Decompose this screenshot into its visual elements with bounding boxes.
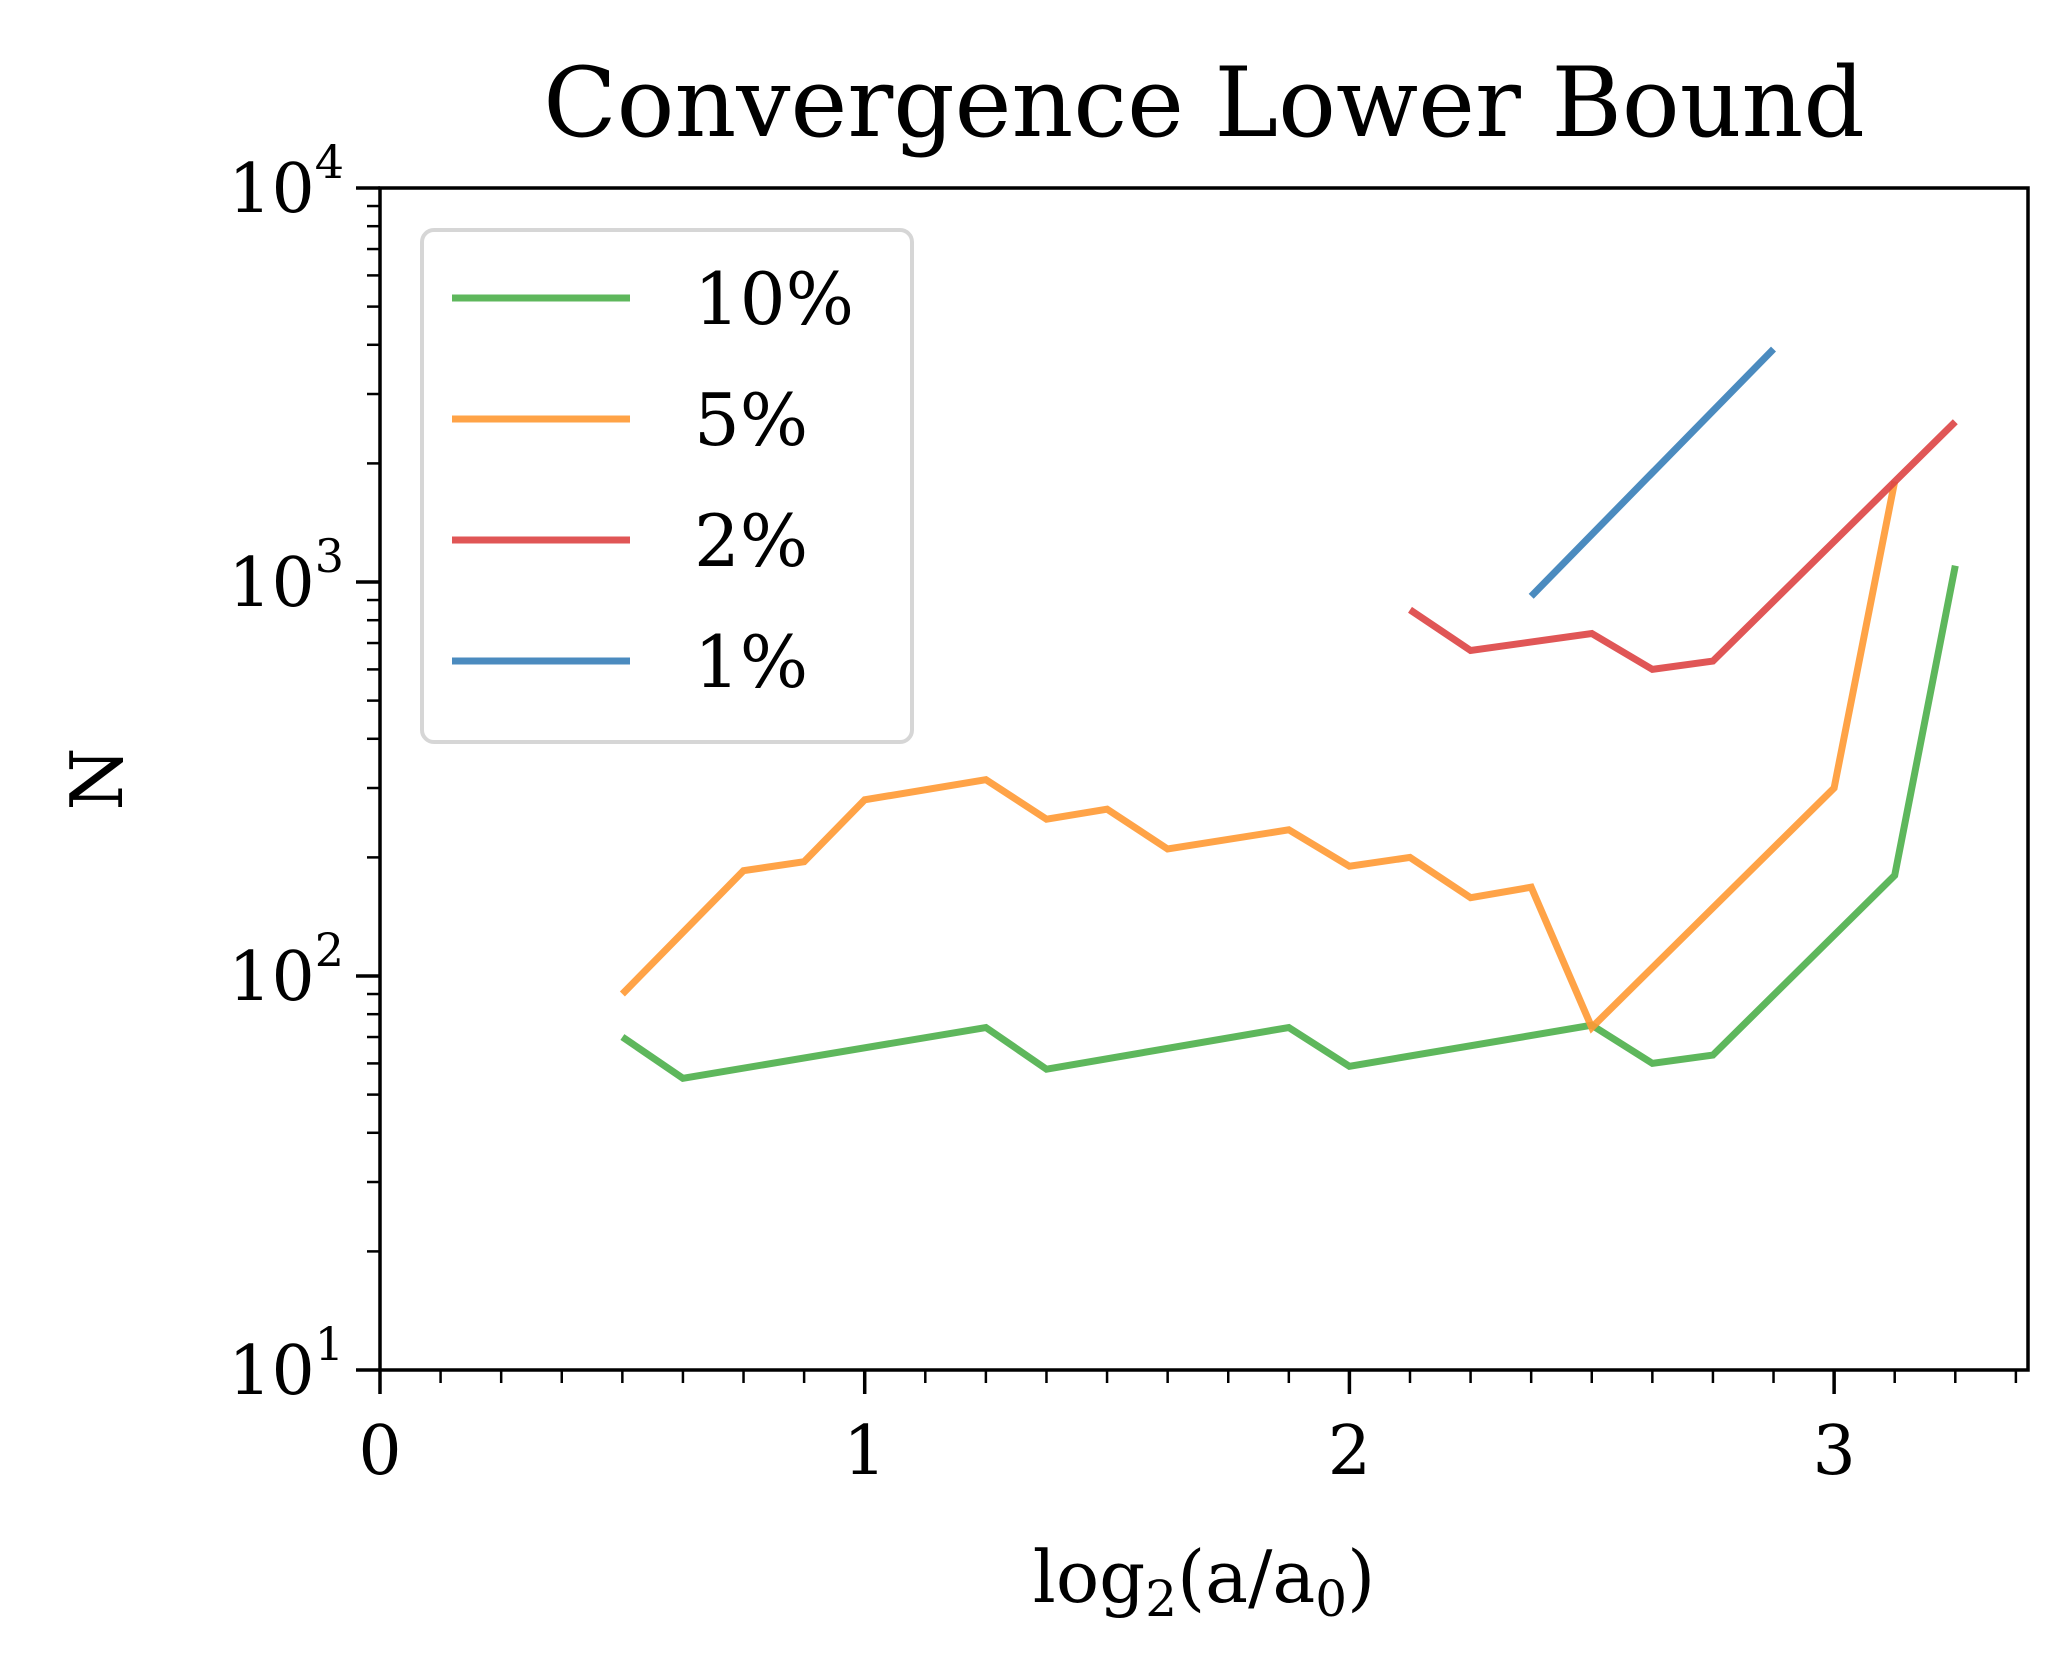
legend: 10% 5% 2% 1% — [420, 228, 914, 744]
y-tick-label: 103 — [228, 529, 344, 623]
y-axis: 101 102 103 104 — [228, 135, 380, 1411]
x-axis: 0 1 2 3 — [358, 1370, 2018, 1491]
x-axis-label-sub: 2 — [1145, 1570, 1177, 1628]
x-axis-label: log2(a/a0) — [1033, 1535, 1375, 1628]
x-axis-label-end: ) — [1347, 1535, 1375, 1619]
y-tick-label: 102 — [228, 923, 344, 1017]
x-axis-label-main: log — [1033, 1535, 1145, 1619]
x-tick-label: 0 — [358, 1412, 401, 1491]
legend-label: 10% — [694, 257, 854, 341]
y-tick-label: 101 — [228, 1317, 344, 1411]
y-tick-label: 104 — [228, 135, 344, 229]
x-axis-label-rest: (a/a — [1177, 1535, 1315, 1619]
plot-frame — [378, 186, 2030, 1372]
x-tick-label: 3 — [1812, 1412, 1855, 1491]
chart-title: Convergence Lower Bound — [543, 47, 1865, 159]
legend-box — [420, 228, 914, 744]
series-line-2pct — [1408, 419, 1958, 674]
x-tick-label: 2 — [1328, 1412, 1371, 1491]
legend-label: 2% — [694, 499, 808, 583]
legend-label: 5% — [694, 378, 808, 462]
x-axis-label-sub2: 0 — [1315, 1570, 1347, 1628]
x-tick-label: 1 — [843, 1412, 886, 1491]
plot-area — [619, 346, 1959, 1082]
legend-label: 1% — [694, 620, 808, 704]
y-axis-label: N — [55, 748, 139, 811]
series-line-1pct — [1528, 346, 1776, 599]
series-line-5pct — [619, 480, 1899, 1034]
series-line-10pct — [620, 565, 1959, 1082]
